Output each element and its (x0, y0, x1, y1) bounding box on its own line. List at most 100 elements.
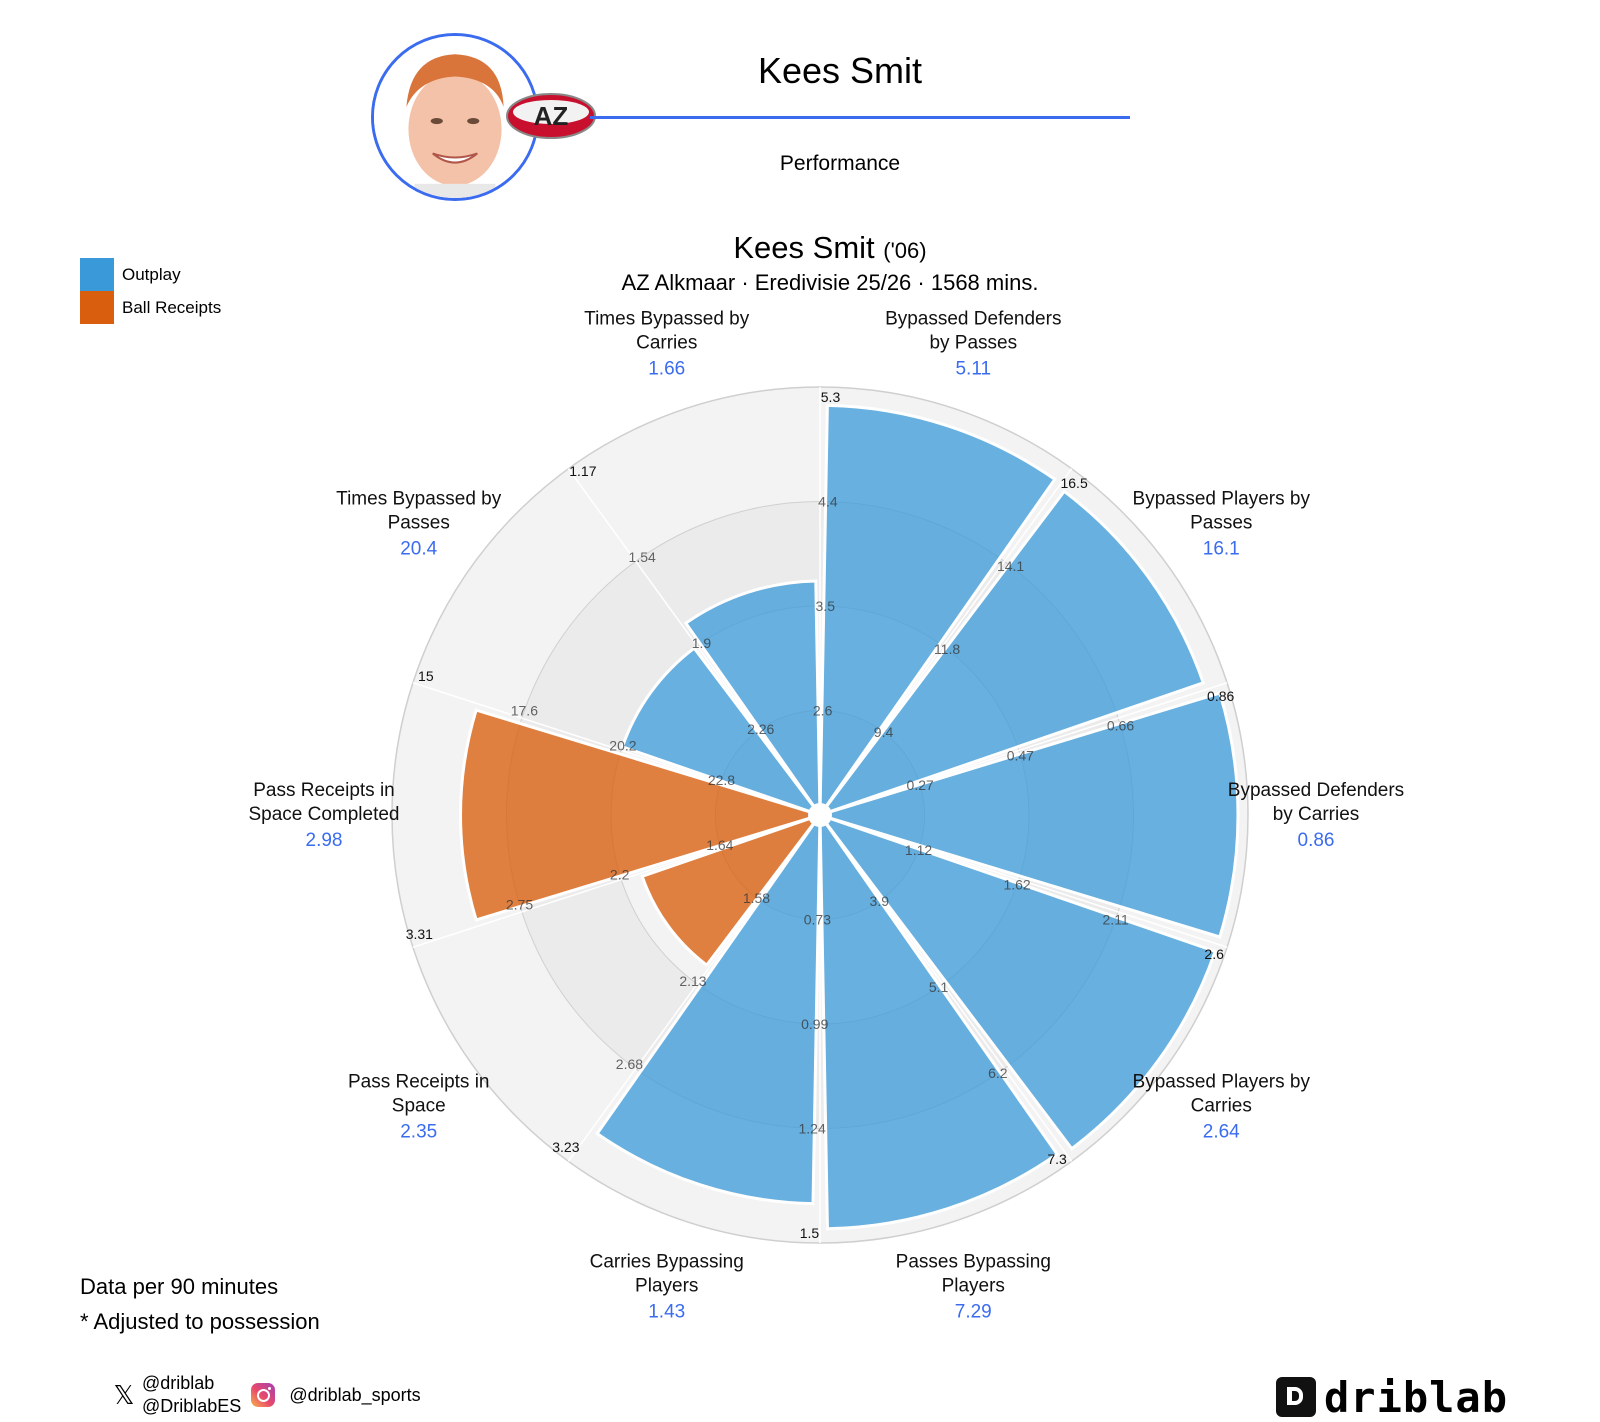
tick-label: 7.3 (1047, 1151, 1067, 1167)
category-value: 20.4 (400, 538, 437, 559)
tick-label: 0.86 (1207, 688, 1234, 704)
category-value: 1.66 (648, 358, 685, 379)
tick-label: 1.12 (905, 842, 932, 858)
bar-passes-bypassing-players (818, 810, 1060, 1231)
player-name: Kees Smit (757, 50, 923, 91)
tick-label: 20.2 (609, 737, 636, 753)
instagram-icon (251, 1383, 276, 1407)
tick-label: 0.27 (907, 777, 934, 793)
category-label: Players (635, 1276, 698, 1297)
tick-label: 17.6 (511, 703, 538, 719)
tick-label: 3.31 (406, 926, 433, 942)
category-value: 1.43 (648, 1302, 685, 1323)
category-label: Bypassed Defenders (1228, 780, 1404, 801)
tick-label: 5.1 (929, 979, 949, 995)
bar-carries-bypassing-players (595, 810, 822, 1206)
bar-bypassed-defenders-by-carries (814, 691, 1240, 939)
bar-times-bypassed-by-carries (683, 579, 822, 820)
club-badge: AZ (506, 93, 596, 139)
category-label: Carries (636, 332, 697, 353)
legend-item-ball-receipts: Ball Receipts (80, 291, 221, 324)
instagram-handle[interactable]: @driblab_sports (289, 1384, 421, 1405)
tick-label: 15 (418, 668, 434, 684)
category-label: Times Bypassed by (336, 488, 502, 509)
brand-logo: driblab (1276, 1372, 1509, 1422)
x-handle-es[interactable]: @DriblabES (142, 1396, 242, 1416)
social-handles: 𝕏 @driblab @DriblabES @driblab_sports (112, 1372, 421, 1418)
legend-item-outplay: Outplay (80, 258, 221, 291)
tick-label: 2.2 (610, 867, 630, 883)
tick-label: 0.99 (801, 1016, 828, 1032)
category-label: Passes Bypassing (896, 1252, 1051, 1273)
category-label: Players (942, 1276, 1005, 1297)
tick-label: 6.2 (988, 1065, 1008, 1081)
chart-title-name: Kees Smit (733, 230, 875, 265)
driblab-mark-icon (1276, 1377, 1316, 1417)
category-value: 2.98 (306, 830, 343, 851)
tick-label: 2.68 (616, 1056, 643, 1072)
category-value: 5.11 (955, 358, 991, 379)
club-badge-text: AZ (534, 101, 569, 131)
category-label: Times Bypassed by (584, 308, 750, 329)
tick-label: 1.58 (743, 890, 770, 906)
bar-pass-receipts-in-space (640, 811, 825, 968)
category-value: 16.1 (1203, 538, 1240, 559)
category-label: Carries Bypassing (590, 1252, 744, 1273)
category-value: 0.86 (1298, 830, 1335, 851)
bar-pass-receipts-in-space-completed (459, 708, 826, 922)
category-label: Pass Receipts in (253, 780, 395, 801)
tick-label: 2.6 (1204, 946, 1224, 962)
tick-label: 16.5 (1060, 475, 1087, 491)
category-label: Carries (1191, 1096, 1252, 1117)
tick-label: 1.54 (629, 549, 656, 565)
legend-swatch-outplay (80, 258, 114, 291)
category-label: Passes (388, 512, 450, 533)
category-label: Space (392, 1096, 446, 1117)
x-logo-icon: 𝕏 (113, 1380, 135, 1410)
tick-label: 1.17 (569, 463, 596, 479)
category-label: Space Completed (248, 804, 399, 825)
tick-label: 2.11 (1103, 911, 1129, 927)
category-label: Bypassed Players by (1133, 1072, 1311, 1093)
tick-label: 14.1 (997, 558, 1024, 574)
legend-label: Ball Receipts (122, 297, 222, 317)
footnote-per90: Data per 90 minutes (80, 1274, 279, 1299)
tick-label: 3.5 (816, 598, 836, 614)
category-label: Passes (1190, 512, 1252, 533)
center-hub (808, 803, 832, 827)
bar-times-bypassed-by-passes (620, 646, 825, 819)
tick-label: 2.26 (747, 721, 774, 737)
footnote-possession: * Adjusted to possession (80, 1309, 320, 1334)
legend: Outplay Ball Receipts (80, 258, 221, 324)
chart-title-age: ('06) (883, 238, 927, 263)
tick-label: 1.64 (706, 837, 733, 853)
tick-label: 3.9 (870, 893, 890, 909)
category-value: 2.35 (400, 1122, 437, 1143)
tick-label: 2.6 (813, 703, 833, 719)
brand-name: driblab (1324, 1372, 1509, 1422)
header-subtitle: Performance (779, 152, 901, 175)
tick-label: 0.47 (1007, 747, 1034, 763)
tick-label: 5.3 (821, 389, 841, 405)
tick-label: 4.4 (818, 494, 838, 510)
chart-title: Kees Smit ('06) (560, 230, 1100, 266)
category-label: by Passes (929, 332, 1017, 353)
tick-label: 0.66 (1107, 718, 1134, 734)
tick-label: 3.23 (552, 1139, 579, 1155)
bar-bypassed-defenders-by-passes (818, 403, 1057, 820)
tick-label: 11.8 (934, 641, 960, 657)
category-label: Bypassed Players by (1133, 488, 1311, 509)
legend-swatch-ball-receipts (80, 291, 114, 324)
tick-label: 1.5 (800, 1225, 820, 1241)
player-photo (374, 36, 536, 198)
tick-label: 2.75 (506, 896, 533, 912)
x-handle[interactable]: @driblab (142, 1373, 215, 1393)
category-label: by Carries (1273, 804, 1360, 825)
bar-bypassed-players-by-passes (815, 489, 1206, 819)
tick-label: 2.13 (679, 973, 706, 989)
tick-label: 1.9 (692, 635, 712, 651)
tick-label: 9.4 (874, 724, 894, 740)
category-value: 7.29 (955, 1302, 992, 1323)
tick-label: 1.24 (798, 1120, 825, 1136)
